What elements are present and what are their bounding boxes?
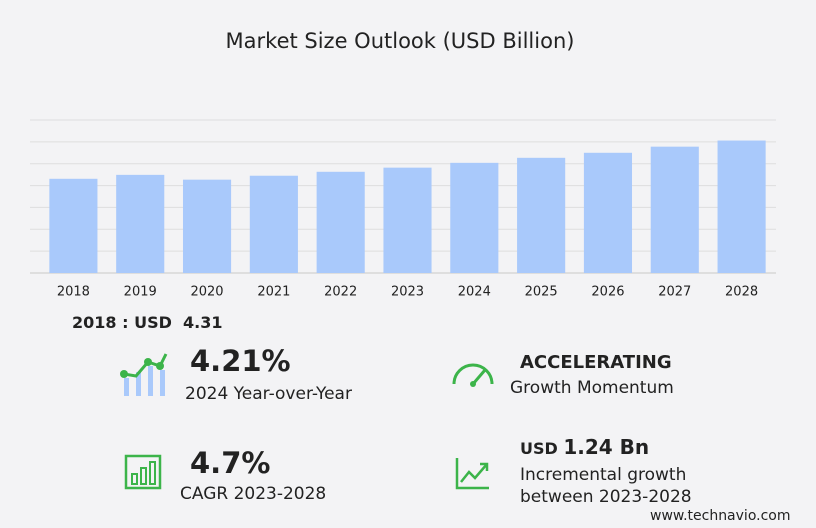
bar xyxy=(249,175,298,273)
kpi-label: between 2023-2028 xyxy=(520,487,692,507)
x-tick-label: 2024 xyxy=(458,285,491,300)
kpi-label: CAGR 2023-2028 xyxy=(180,484,327,504)
x-tick-label: 2018 xyxy=(57,285,90,300)
bar xyxy=(116,174,165,273)
kpi-value: 4.7% xyxy=(190,446,271,480)
base-value: 4.31 xyxy=(183,313,223,332)
x-tick-label: 2023 xyxy=(391,285,424,300)
x-tick-label: 2020 xyxy=(190,285,223,300)
kpi-value: 1.24 Bn xyxy=(563,435,650,459)
kpi-headline: USD 1.24 Bn xyxy=(520,435,649,459)
yoy-icon xyxy=(120,353,168,396)
x-tick-label: 2025 xyxy=(525,285,558,300)
bar xyxy=(383,167,432,273)
bar xyxy=(49,178,98,273)
bar xyxy=(583,152,633,273)
kpi-value: 4.21% xyxy=(190,344,291,378)
x-tick-label: 2019 xyxy=(124,285,157,300)
kpi-label: Growth Momentum xyxy=(510,378,674,398)
bar xyxy=(650,146,699,273)
x-tick-label: 2028 xyxy=(725,285,758,300)
bar xyxy=(517,157,566,273)
base-summary: 2018 : USD 4.31 xyxy=(72,313,223,332)
kpi-label: 2024 Year-over-Year xyxy=(185,384,352,404)
growth-icon xyxy=(455,458,489,490)
kpi-label: Incremental growth xyxy=(520,465,687,485)
chart: Market Size Outlook (USD Billion) 2018 20… xyxy=(30,29,776,300)
footer: www.technavio.com xyxy=(650,508,791,524)
bar xyxy=(450,162,499,273)
cagr-icon xyxy=(124,454,162,490)
bar xyxy=(182,179,232,273)
bar xyxy=(316,171,365,273)
bar xyxy=(717,140,766,273)
x-tick-label: 2021 xyxy=(257,285,290,300)
x-tick-label: 2026 xyxy=(591,285,624,300)
x-tick-label: 2022 xyxy=(324,285,357,300)
chart-title: Market Size Outlook (USD Billion) xyxy=(226,29,575,53)
kpi-value: ACCELERATING xyxy=(520,352,672,373)
kpi-unit: USD xyxy=(520,439,558,458)
x-tick-label: 2027 xyxy=(658,285,691,300)
base-label: 2018 : USD xyxy=(72,313,172,332)
gauge-icon xyxy=(452,363,494,387)
